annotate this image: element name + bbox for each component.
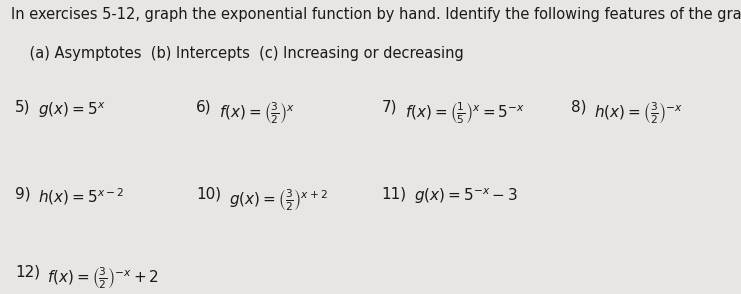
Text: 11): 11) [382, 187, 407, 202]
Text: 10): 10) [196, 187, 222, 202]
Text: $f(x) = \left(\frac{3}{2}\right)^{x}$: $f(x) = \left(\frac{3}{2}\right)^{x}$ [219, 100, 295, 126]
Text: $f(x) = \left(\frac{3}{2}\right)^{-x} + 2$: $f(x) = \left(\frac{3}{2}\right)^{-x} + … [47, 265, 159, 290]
Text: 5): 5) [15, 100, 30, 115]
Text: $h(x) = 5^{x-2}$: $h(x) = 5^{x-2}$ [38, 187, 124, 207]
Text: $g(x) = 5^{-x} - 3$: $g(x) = 5^{-x} - 3$ [414, 187, 519, 206]
Text: $f(x) = \left(\frac{1}{5}\right)^{x} = 5^{-x}$: $f(x) = \left(\frac{1}{5}\right)^{x} = 5… [405, 100, 525, 126]
Text: 6): 6) [196, 100, 212, 115]
Text: 8): 8) [571, 100, 586, 115]
Text: 7): 7) [382, 100, 397, 115]
Text: In exercises 5-12, graph the exponential function by hand. Identify the followin: In exercises 5-12, graph the exponential… [11, 7, 741, 22]
Text: $h(x) = \left(\frac{3}{2}\right)^{-x}$: $h(x) = \left(\frac{3}{2}\right)^{-x}$ [594, 100, 682, 126]
Text: (a) Asymptotes  (b) Intercepts  (c) Increasing or decreasing: (a) Asymptotes (b) Intercepts (c) Increa… [11, 46, 464, 61]
Text: 12): 12) [15, 265, 40, 280]
Text: 9): 9) [15, 187, 30, 202]
Text: $g(x) = 5^{x}$: $g(x) = 5^{x}$ [38, 100, 105, 120]
Text: $g(x) = \left(\frac{3}{2}\right)^{x+2}$: $g(x) = \left(\frac{3}{2}\right)^{x+2}$ [229, 187, 328, 213]
